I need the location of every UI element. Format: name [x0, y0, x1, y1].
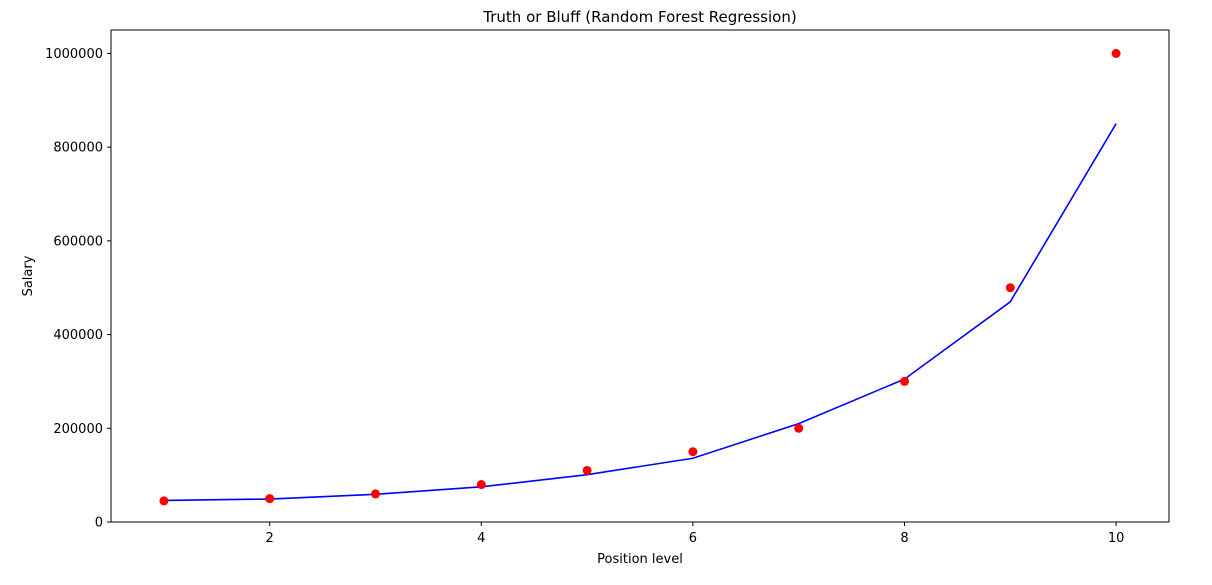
- data-point: [1111, 48, 1121, 58]
- x-tick-label: 8: [900, 531, 908, 546]
- y-axis-label: Salary: [21, 255, 36, 296]
- y-tick-label: 400000: [53, 328, 103, 343]
- y-tick-label: 800000: [53, 141, 103, 156]
- data-point: [265, 494, 275, 504]
- data-point: [794, 423, 804, 433]
- scatter-series: [159, 48, 1121, 506]
- data-point: [371, 489, 380, 499]
- x-tick-label: 4: [477, 531, 485, 546]
- data-point: [688, 447, 698, 457]
- x-tick-label: 6: [689, 531, 697, 546]
- data-point: [476, 480, 486, 490]
- x-axis-ticks: 2 4 6 8 10: [266, 522, 1125, 546]
- x-axis-label: Position level: [597, 552, 683, 567]
- x-tick-label: 10: [1108, 531, 1125, 546]
- data-point: [1005, 283, 1015, 293]
- y-tick-label: 0: [95, 516, 103, 531]
- line-series: [163, 123, 1117, 502]
- x-tick-label: 2: [266, 531, 274, 546]
- y-tick-label: 1000000: [45, 47, 103, 62]
- data-point: [582, 465, 592, 475]
- data-point: [159, 496, 169, 506]
- regression-line: [163, 123, 1117, 502]
- chart-title: Truth or Bluff (Random Forest Regression…: [482, 8, 796, 26]
- axes-frame: [110, 29, 1170, 523]
- y-tick-label: 200000: [53, 422, 103, 437]
- data-point: [900, 376, 909, 386]
- y-axis-ticks: 0 200000 400000 600000 800000 1000000: [45, 47, 111, 531]
- y-tick-label: 600000: [53, 234, 103, 249]
